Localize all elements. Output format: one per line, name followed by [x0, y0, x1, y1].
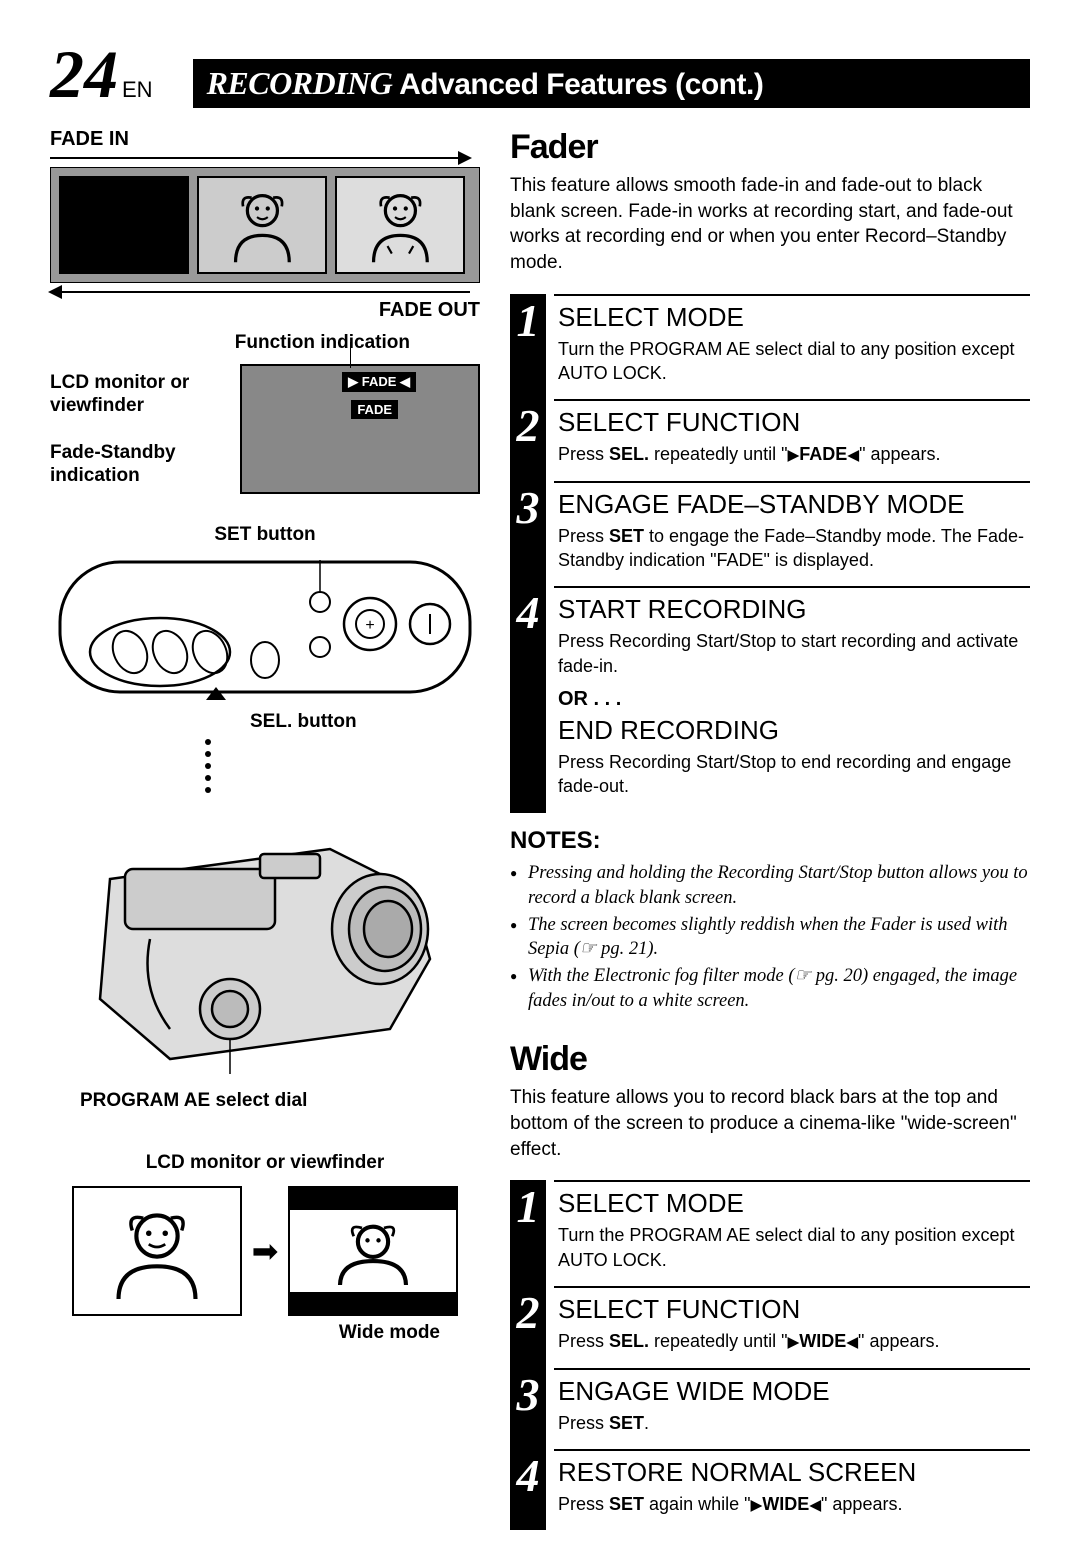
- step: 3 ENGAGE WIDE MODE Press SET.: [554, 1368, 1030, 1449]
- step-number: 1: [506, 1184, 550, 1230]
- notes-title: NOTES:: [510, 827, 1030, 855]
- step: 1 SELECT MODE Turn the PROGRAM AE select…: [554, 294, 1030, 400]
- wide-frames: ➡: [50, 1186, 480, 1316]
- fade-in-arrow: [50, 157, 470, 159]
- step-heading: SELECT MODE: [558, 302, 1030, 333]
- step-number: 4: [506, 1453, 550, 1499]
- lcd-vf-label-2: LCD monitor or viewfinder: [50, 1152, 480, 1174]
- step-body: Press SEL. repeatedly until "▶WIDE◀" app…: [558, 1329, 1030, 1354]
- step: 2 SELECT FUNCTION Press SEL. repeatedly …: [554, 1286, 1030, 1368]
- person-icon: [212, 187, 313, 262]
- step-heading: SELECT FUNCTION: [558, 1294, 1030, 1325]
- wide-mode-label: Wide mode: [50, 1322, 440, 1344]
- fade-out-label: FADE OUT: [50, 299, 480, 322]
- title-sub: Advanced Features (cont.): [399, 68, 763, 101]
- step-heading: ENGAGE WIDE MODE: [558, 1376, 1030, 1407]
- fader-steps: 1 SELECT MODE Turn the PROGRAM AE select…: [510, 294, 1030, 813]
- step: 1 SELECT MODE Turn the PROGRAM AE select…: [554, 1180, 1030, 1286]
- steps-bar: [510, 294, 546, 813]
- lcd-fade-text: FADE: [351, 400, 398, 419]
- step-number: 2: [506, 403, 550, 449]
- note-item: Pressing and holding the Recording Start…: [510, 861, 1030, 911]
- wide-desc: This feature allows you to record black …: [510, 1085, 1030, 1162]
- fader-title: Fader: [510, 128, 1030, 167]
- wide-frame-normal: [72, 1186, 242, 1316]
- title-bar: RECORDING Advanced Features (cont.): [193, 59, 1030, 108]
- step-body: Press SEL. repeatedly until "▶FADE◀" app…: [558, 442, 1030, 467]
- svg-text:+: +: [365, 617, 374, 634]
- page-header: 24EN RECORDING Advanced Features (cont.): [50, 40, 1030, 108]
- person-icon: [350, 187, 451, 262]
- frame-mid: [197, 176, 327, 274]
- step-number: 2: [506, 1290, 550, 1336]
- lcd-diagram: LCD monitor or viewfinder Fade-Standby i…: [50, 364, 480, 504]
- left-column: FADE IN: [50, 128, 480, 1544]
- step-number: 3: [506, 1372, 550, 1418]
- camcorder-diagram: [50, 799, 480, 1079]
- notes-list: Pressing and holding the Recording Start…: [510, 861, 1030, 1015]
- fade-in-label: FADE IN: [50, 128, 480, 151]
- step-heading: ENGAGE FADE–STANDBY MODE: [558, 489, 1030, 520]
- pointer-line: [350, 342, 351, 368]
- program-ae-label: PROGRAM AE select dial: [80, 1090, 480, 1112]
- arrow-right-icon: ➡: [252, 1232, 279, 1270]
- step-body: Press SET again while "▶WIDE◀" appears.: [558, 1492, 1030, 1517]
- step-heading: SELECT FUNCTION: [558, 407, 1030, 438]
- wide-title: Wide: [510, 1040, 1030, 1079]
- person-icon: [318, 1217, 428, 1286]
- step-body: Turn the PROGRAM AE select dial to any p…: [558, 337, 1030, 386]
- right-column: Fader This feature allows smooth fade-in…: [510, 128, 1030, 1544]
- page-lang: EN: [122, 77, 153, 102]
- set-button-label: SET button: [50, 524, 480, 546]
- person-icon: [102, 1203, 212, 1299]
- step: 4 RESTORE NORMAL SCREEN Press SET again …: [554, 1449, 1030, 1531]
- step: 2 SELECT FUNCTION Press SEL. repeatedly …: [554, 399, 1030, 481]
- step-body: Press SET to engage the Fade–Standby mod…: [558, 524, 1030, 573]
- title-recording: RECORDING: [207, 65, 393, 101]
- fader-desc: This feature allows smooth fade-in and f…: [510, 173, 1030, 276]
- end-body: Press Recording Start/Stop to end record…: [558, 750, 1030, 799]
- note-item: With the Electronic fog filter mode (☞ p…: [510, 964, 1030, 1014]
- step-heading: RESTORE NORMAL SCREEN: [558, 1457, 1030, 1488]
- step-body: Press Recording Start/Stop to start reco…: [558, 629, 1030, 678]
- page-number: 24EN: [50, 40, 153, 108]
- frame-black: [59, 176, 189, 274]
- end-heading: END RECORDING: [558, 715, 1030, 746]
- step: 3 ENGAGE FADE–STANDBY MODE Press SET to …: [554, 481, 1030, 587]
- note-item: The screen becomes slightly reddish when…: [510, 913, 1030, 963]
- connector-dots: [205, 739, 480, 793]
- fade-standby-label: Fade-Standby indication: [50, 442, 220, 488]
- wide-frame-letterbox: [288, 1186, 458, 1316]
- step-heading: START RECORDING: [558, 594, 1030, 625]
- step-body: Turn the PROGRAM AE select dial to any p…: [558, 1223, 1030, 1272]
- frame-full: [335, 176, 465, 274]
- sel-button-label: SEL. button: [250, 711, 480, 733]
- step-number: 4: [506, 590, 550, 636]
- fade-frames: [50, 167, 480, 283]
- step-number: 3: [506, 485, 550, 531]
- or-label: OR . . .: [558, 688, 1030, 711]
- step: 4 START RECORDING Press Recording Start/…: [554, 586, 1030, 812]
- fade-out-arrow: [50, 291, 470, 293]
- step-heading: SELECT MODE: [558, 1188, 1030, 1219]
- lcd-screen: ▶ FADE ◀ FADE: [240, 364, 480, 494]
- control-panel-diagram: +: [50, 552, 480, 702]
- step-number: 1: [506, 298, 550, 344]
- lcd-vf-label: LCD monitor or viewfinder: [50, 372, 220, 418]
- function-indication-label: Function indication: [50, 332, 410, 354]
- step-body: Press SET.: [558, 1411, 1030, 1435]
- page-num-value: 24: [50, 36, 118, 112]
- lcd-fade-tag: ▶ FADE ◀: [342, 372, 416, 392]
- wide-steps: 1 SELECT MODE Turn the PROGRAM AE select…: [510, 1180, 1030, 1530]
